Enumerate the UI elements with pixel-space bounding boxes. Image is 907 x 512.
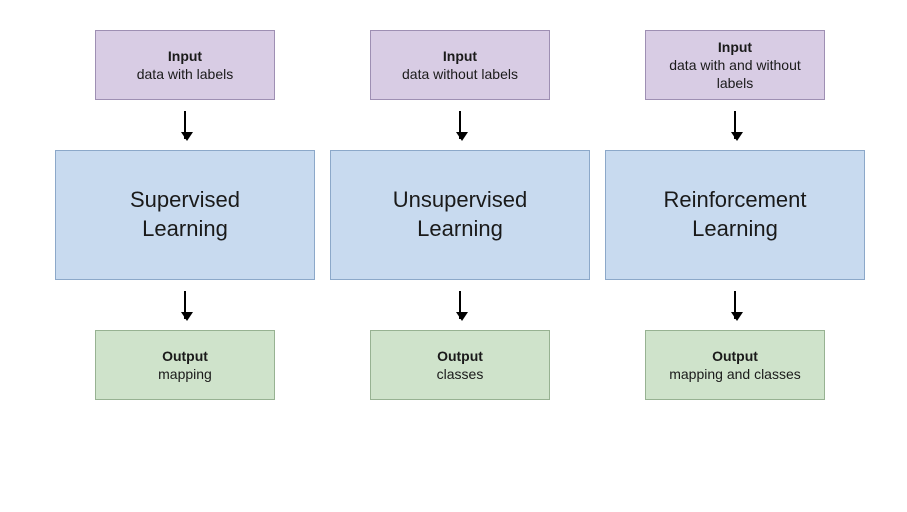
input-title: Input: [718, 38, 752, 56]
output-text: mapping and classes: [657, 365, 813, 383]
output-title: Output: [437, 347, 483, 365]
mid-line1: Unsupervised: [393, 186, 528, 215]
output-box-unsupervised: Output classes: [370, 330, 550, 400]
column-supervised: Input data with labels Supervised Learni…: [55, 30, 315, 400]
arrow-down-icon: [459, 100, 461, 150]
input-box-unsupervised: Input data without labels: [370, 30, 550, 100]
input-box-reinforcement: Input data with and without labels: [645, 30, 825, 100]
output-text: mapping: [158, 365, 212, 383]
arrow-down-icon: [734, 100, 736, 150]
arrow-down-icon: [184, 100, 186, 150]
mid-line2: Learning: [692, 215, 778, 244]
mid-line2: Learning: [142, 215, 228, 244]
input-box-supervised: Input data with labels: [95, 30, 275, 100]
input-text: data with and without labels: [646, 56, 824, 92]
input-text: data with labels: [137, 65, 234, 83]
arrow-down-icon: [184, 280, 186, 330]
arrow-down-icon: [734, 280, 736, 330]
output-title: Output: [712, 347, 758, 365]
output-box-reinforcement: Output mapping and classes: [645, 330, 825, 400]
mid-box-supervised: Supervised Learning: [55, 150, 315, 280]
input-title: Input: [168, 47, 202, 65]
mid-line2: Learning: [417, 215, 503, 244]
input-title: Input: [443, 47, 477, 65]
output-title: Output: [162, 347, 208, 365]
column-reinforcement: Input data with and without labels Reinf…: [605, 30, 865, 400]
output-text: classes: [437, 365, 484, 383]
mid-line1: Reinforcement: [663, 186, 806, 215]
column-unsupervised: Input data without labels Unsupervised L…: [330, 30, 590, 400]
mid-box-unsupervised: Unsupervised Learning: [330, 150, 590, 280]
input-text: data without labels: [402, 65, 518, 83]
arrow-down-icon: [459, 280, 461, 330]
mid-box-reinforcement: Reinforcement Learning: [605, 150, 865, 280]
mid-line1: Supervised: [130, 186, 240, 215]
output-box-supervised: Output mapping: [95, 330, 275, 400]
